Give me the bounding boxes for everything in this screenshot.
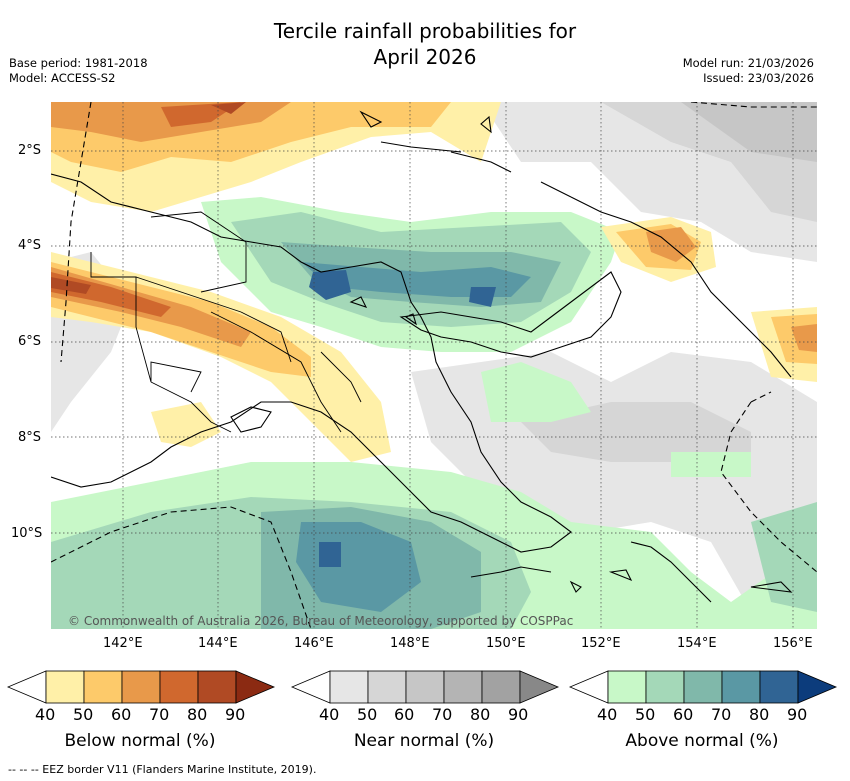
eez-borders bbox=[51, 102, 817, 629]
below-legend-label-60: 60 bbox=[111, 705, 132, 724]
below-legend-label-40: 40 bbox=[35, 705, 56, 724]
lon-label-146e: 146°E bbox=[294, 636, 334, 651]
above-normal-regions bbox=[51, 197, 817, 629]
lon-label-152e: 152°E bbox=[581, 636, 621, 651]
near-colorbar-segment bbox=[405, 670, 445, 704]
near-legend-label-70: 70 bbox=[432, 705, 453, 724]
eez-footnote: -- -- -- EEZ border V11 (Flanders Marine… bbox=[8, 763, 317, 776]
lat-label-4s: 4°S bbox=[18, 238, 42, 253]
near-colorbar bbox=[290, 670, 560, 704]
model-name: Model: ACCESS-S2 bbox=[9, 71, 116, 85]
lon-label-144e: 144°E bbox=[198, 636, 238, 651]
above-legend-label-70: 70 bbox=[711, 705, 732, 724]
coastlines bbox=[51, 110, 793, 603]
below-legend-label-70: 70 bbox=[149, 705, 170, 724]
near-colorbar-segment bbox=[329, 670, 369, 704]
above-legend-title: Above normal (%) bbox=[625, 731, 779, 751]
model-run: Model run: 21/03/2026 bbox=[682, 56, 814, 70]
near-legend-label-80: 80 bbox=[470, 705, 491, 724]
above-colorbar-low-extension bbox=[568, 670, 609, 704]
near-legend-label-40: 40 bbox=[319, 705, 340, 724]
lon-label-142e: 142°E bbox=[103, 636, 143, 651]
lon-label-154e: 154°E bbox=[677, 636, 717, 651]
copyright-notice: © Commonwealth of Australia 2026, Bureau… bbox=[68, 614, 574, 628]
near-colorbar-segment bbox=[481, 670, 521, 704]
above-legend-label-40: 40 bbox=[597, 705, 618, 724]
near-colorbar-segment bbox=[443, 670, 483, 704]
meta-right: Model run: 21/03/2026 Issued: 23/03/2026 bbox=[683, 56, 814, 86]
below-colorbar-segment bbox=[197, 670, 237, 704]
below-colorbar bbox=[6, 670, 276, 704]
lon-label-148e: 148°E bbox=[390, 636, 430, 651]
lat-label-2s: 2°S bbox=[18, 143, 42, 158]
meta-left: Base period: 1981-2018 Model: ACCESS-S2 bbox=[9, 56, 148, 86]
below-legend-title: Below normal (%) bbox=[64, 731, 216, 751]
below-normal-regions bbox=[51, 102, 817, 462]
below-colorbar-segment bbox=[159, 670, 199, 704]
probability-map bbox=[51, 102, 817, 629]
above-colorbar-segment bbox=[607, 670, 647, 704]
lat-label-8s: 8°S bbox=[18, 430, 42, 445]
below-legend-label-50: 50 bbox=[73, 705, 94, 724]
near-legend-label-50: 50 bbox=[357, 705, 378, 724]
near-legend-label-60: 60 bbox=[394, 705, 415, 724]
title-line-2: April 2026 bbox=[373, 45, 477, 69]
lat-label-6s: 6°S bbox=[18, 334, 42, 349]
above-colorbar-segment bbox=[759, 670, 799, 704]
above-colorbar-high-extension bbox=[797, 670, 838, 704]
below-colorbar-segment bbox=[45, 670, 85, 704]
map-title: Tercile rainfall probabilities for April… bbox=[0, 18, 850, 70]
above-colorbar-segment bbox=[645, 670, 685, 704]
near-legend-label-90: 90 bbox=[508, 705, 529, 724]
above-legend-label-90: 90 bbox=[787, 705, 808, 724]
issued-date: Issued: 23/03/2026 bbox=[703, 71, 814, 85]
below-colorbar-segment bbox=[83, 670, 123, 704]
above-colorbar-segment bbox=[683, 670, 723, 704]
near-colorbar-high-extension bbox=[519, 670, 560, 704]
above-colorbar bbox=[568, 670, 838, 704]
below-colorbar-low-extension bbox=[6, 670, 47, 704]
below-legend-label-90: 90 bbox=[225, 705, 246, 724]
below-colorbar-segment bbox=[121, 670, 161, 704]
above-legend-label-60: 60 bbox=[673, 705, 694, 724]
near-colorbar-low-extension bbox=[290, 670, 331, 704]
legend-colorbars bbox=[6, 670, 838, 704]
above-legend-label-80: 80 bbox=[749, 705, 770, 724]
province-borders bbox=[90, 211, 362, 433]
lon-label-150e: 150°E bbox=[486, 636, 526, 651]
lon-label-156e: 156°E bbox=[773, 636, 813, 651]
below-colorbar-high-extension bbox=[235, 670, 276, 704]
base-period: Base period: 1981-2018 bbox=[9, 56, 148, 70]
near-colorbar-segment bbox=[367, 670, 407, 704]
lat-label-10s: 10°S bbox=[11, 526, 43, 541]
title-line-1: Tercile rainfall probabilities for bbox=[273, 19, 577, 43]
above-colorbar-segment bbox=[721, 670, 761, 704]
near-legend-title: Near normal (%) bbox=[353, 731, 495, 751]
above-legend-label-50: 50 bbox=[635, 705, 656, 724]
below-legend-label-80: 80 bbox=[187, 705, 208, 724]
